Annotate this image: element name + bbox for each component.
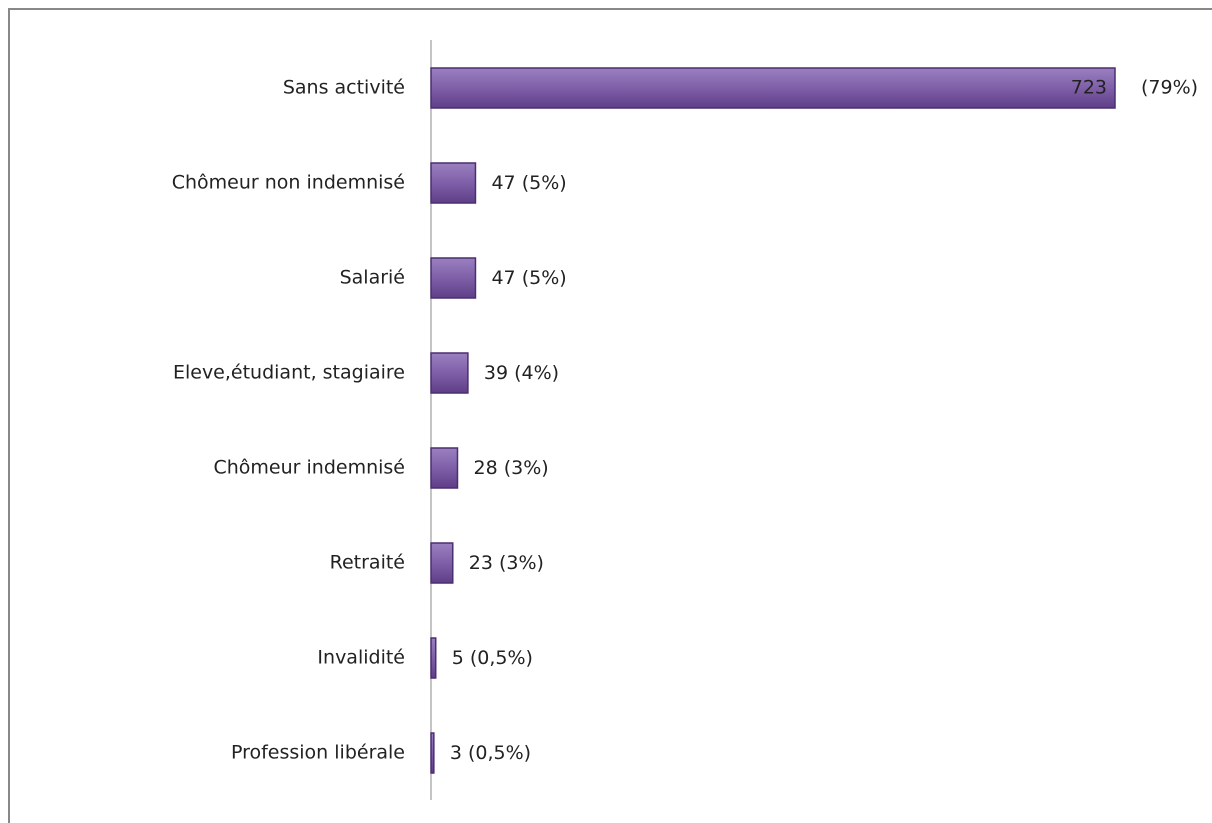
share-label: (5%): [522, 267, 567, 289]
category-label: Invalidité: [317, 647, 405, 669]
category-label: Eleve,étudiant, stagiaire: [173, 362, 405, 384]
category-label: Chômeur non indemnisé: [172, 172, 405, 194]
data-label: 3 (0,5%): [450, 742, 531, 764]
category-label: Sans activité: [283, 77, 405, 99]
data-label: 39 (4%): [484, 362, 559, 384]
value-label: 5: [452, 647, 464, 669]
data-label: 23 (3%): [469, 552, 544, 574]
value-label: 723: [1071, 77, 1107, 99]
data-label: 47 (5%): [491, 172, 566, 194]
bar: [430, 352, 469, 394]
share-label: (0,5%): [470, 647, 533, 669]
bar: [430, 67, 1116, 109]
data-label: 28 (3%): [473, 457, 548, 479]
value-label: 47: [491, 267, 515, 289]
bar: [430, 542, 454, 584]
bar: [430, 447, 459, 489]
category-label: Chômeur indemnisé: [213, 457, 405, 479]
value-label: 39: [484, 362, 508, 384]
share-label: (3%): [504, 457, 549, 479]
data-label: 5 (0,5%): [452, 647, 533, 669]
bar: [430, 162, 477, 204]
value-label: 3: [450, 742, 462, 764]
share-label: (0,5%): [468, 742, 531, 764]
category-label: Salarié: [340, 267, 405, 289]
bar: [430, 732, 435, 774]
bar: [430, 637, 437, 679]
share-label: (3%): [499, 552, 544, 574]
share-label: (4%): [514, 362, 559, 384]
category-label: Retraité: [330, 552, 405, 574]
share-label: (5%): [522, 172, 567, 194]
bar: [430, 257, 477, 299]
value-label: 28: [473, 457, 497, 479]
share-label: (79%): [1141, 77, 1198, 99]
frame: [8, 8, 1212, 823]
data-label: 47 (5%): [491, 267, 566, 289]
category-label: Profession libérale: [231, 742, 405, 764]
value-label: 47: [491, 172, 515, 194]
value-label: 23: [469, 552, 493, 574]
